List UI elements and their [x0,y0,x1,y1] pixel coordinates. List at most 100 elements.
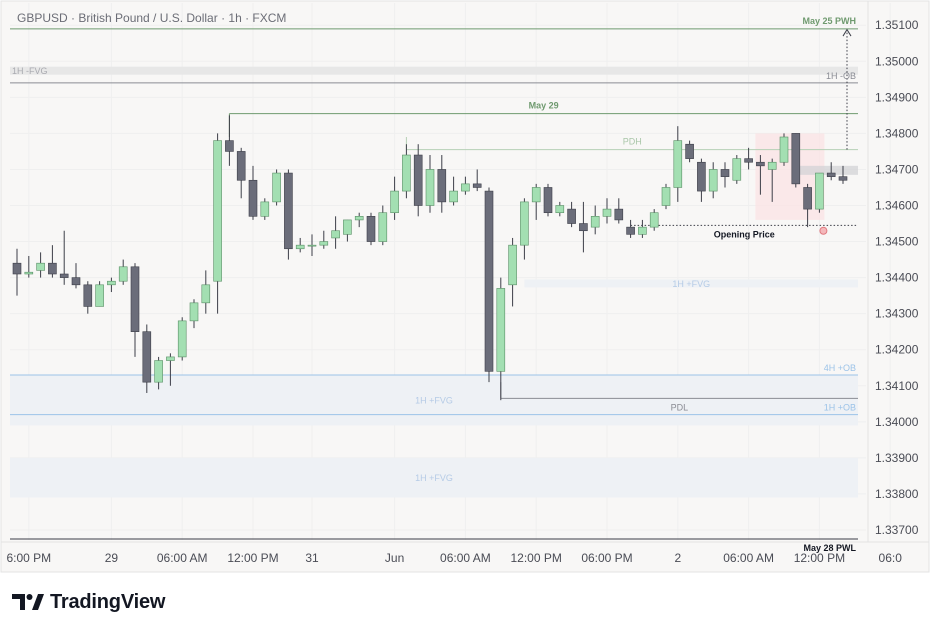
bullish-candle-body [107,280,116,286]
candle [508,237,517,307]
candle [520,198,529,260]
price-tick-label: 1.34700 [875,162,919,176]
bearish-candle-body [71,277,81,286]
candle [708,162,718,199]
bearish-candle-body [472,183,482,188]
candle [496,277,506,401]
bullish-candle-body [555,205,565,214]
level-label: May 29 [529,101,559,111]
bullish-candle-body [166,356,175,361]
candle [838,165,848,184]
level-label: May 28 PWL [803,543,856,553]
candle [567,201,576,228]
price-axis[interactable]: 1.35100 1.35000 1.34900 1.34800 1.34700 1.346… [875,18,919,537]
bearish-candle-body [437,169,447,203]
level-label: PDL [671,402,689,412]
candle [531,183,541,220]
candle [543,183,553,217]
price-tick-label: 1.34600 [875,199,919,213]
bullish-candle-body [295,244,305,250]
candle [756,155,765,195]
bullish-candle-body [602,208,612,217]
bullish-candle-body [531,187,541,203]
bullish-candle-body [354,216,364,221]
bullish-candle-body [508,244,517,286]
candle [284,169,293,260]
bullish-candle-body [779,136,789,163]
candle [697,158,706,202]
candle [95,281,104,307]
bearish-candle-body [130,266,140,332]
bullish-candle-body [331,230,340,239]
price-chart[interactable]: 1H -FVG 1H +FVG 1H +FVG 1H +FVG May 25 PWH Ma… [0,0,939,575]
time-tick-label: 12:00 PM [794,551,845,565]
candle [307,234,317,256]
symbol-title: GBPUSD · British Pound / U.S. Dollar · 1… [17,11,286,25]
candle [319,230,329,249]
price-tick-label: 1.34400 [875,271,919,285]
bearish-candle-body [803,187,812,210]
fvg-zone [10,66,858,75]
candle [555,201,565,217]
brand-name: TradingView [50,590,166,613]
candle [803,183,812,228]
bullish-candle-body [708,169,718,192]
alert-marker [819,226,828,235]
level-label: 1H -OB [826,71,856,81]
bullish-candle-body [118,266,128,282]
price-tick-label: 1.34500 [875,235,919,249]
bearish-candle-body [685,143,694,159]
candle [107,277,116,293]
time-tick-label: 06:0 [879,551,903,565]
candle [673,126,683,202]
zone-label: 1H +FVG [415,396,453,406]
bullish-candle-body [201,284,211,304]
candle [614,198,624,224]
bullish-candle-body [649,212,659,228]
time-axis[interactable]: 6:00 PM 29 06:00 AM 12:00 PM 31 Jun 06:00 AM 12… [6,551,902,565]
bullish-candle-body [95,284,104,307]
price-tick-label: 1.34800 [875,126,919,140]
bearish-candle-body [756,161,765,167]
candle [331,216,340,249]
candle [59,230,69,285]
price-tick-label: 1.34200 [875,343,919,357]
bullish-candle-body [661,187,671,206]
bullish-candle-body [378,212,388,242]
level-label: 1H +OB [824,403,856,413]
candle [413,144,423,217]
candle [449,176,458,206]
zone-label: 1H +FVG [415,473,453,483]
candle [720,162,730,188]
bullish-candle-body [638,226,647,235]
candle [602,198,612,224]
chart-frame[interactable]: 1H -FVG 1H +FVG 1H +FVG 1H +FVG May 25 PWH Ma… [0,0,939,575]
bearish-candle-body [791,133,801,185]
candle [343,219,352,242]
bearish-candle-body [744,158,753,163]
candle [118,259,128,285]
candle [402,144,411,199]
session-highlight [755,133,825,220]
candle [225,115,234,166]
candle [791,133,801,188]
candle [649,209,659,231]
candle [260,198,270,220]
candle [826,162,836,181]
bullish-candle-body [402,154,411,192]
brand[interactable]: TradingView [12,589,165,615]
candle [579,201,588,253]
time-tick-label: Jun [385,551,404,565]
fvg-zone [10,457,858,498]
level-label: 4H +OB [824,363,856,373]
time-tick-label: 2 [674,551,681,565]
zone-layer [10,66,858,498]
level-label: PDH [623,137,642,147]
candle [390,176,399,220]
bearish-candle-body [579,223,588,232]
price-tick-label: 1.34000 [875,415,919,429]
candle [213,133,222,314]
candle [626,219,635,238]
candle [461,176,470,195]
bullish-candle-body [767,161,777,170]
